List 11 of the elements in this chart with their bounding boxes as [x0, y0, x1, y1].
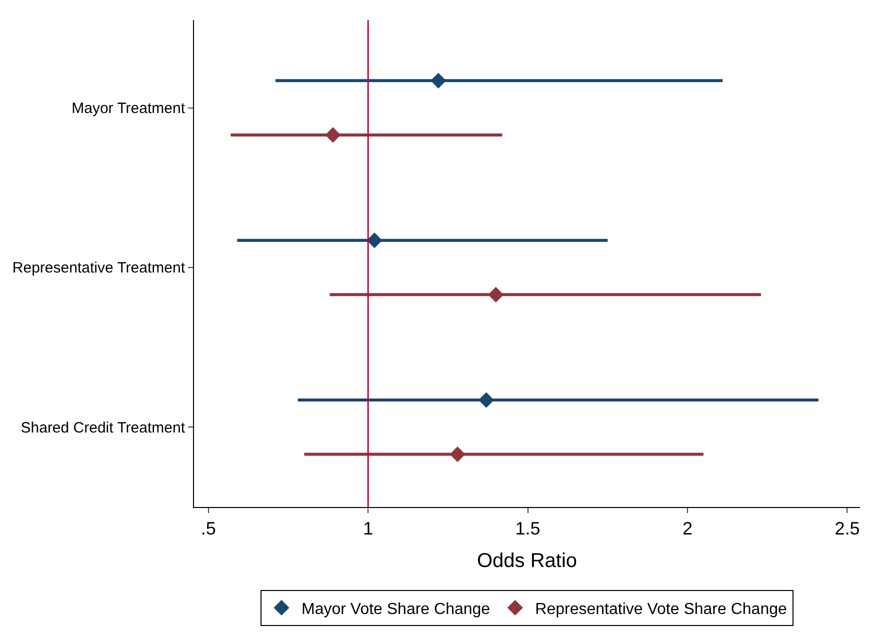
y-tick-label: Mayor Treatment [72, 100, 186, 118]
y-tick-label: Shared Credit Treatment [20, 419, 186, 436]
x-tick-label: 2 [682, 518, 693, 539]
legend-label: Mayor Vote Share Change [302, 600, 490, 618]
x-axis-title: Odds Ratio [476, 550, 578, 572]
y-tick-label: Representative Treatment [12, 260, 186, 277]
x-tick-label: 2.5 [834, 518, 860, 539]
x-tick-label: 1.5 [515, 518, 540, 539]
x-tick-label: 1 [363, 518, 374, 539]
x-tick-label: .5 [200, 518, 216, 539]
legend-label: Representative Vote Share Change [535, 600, 787, 618]
